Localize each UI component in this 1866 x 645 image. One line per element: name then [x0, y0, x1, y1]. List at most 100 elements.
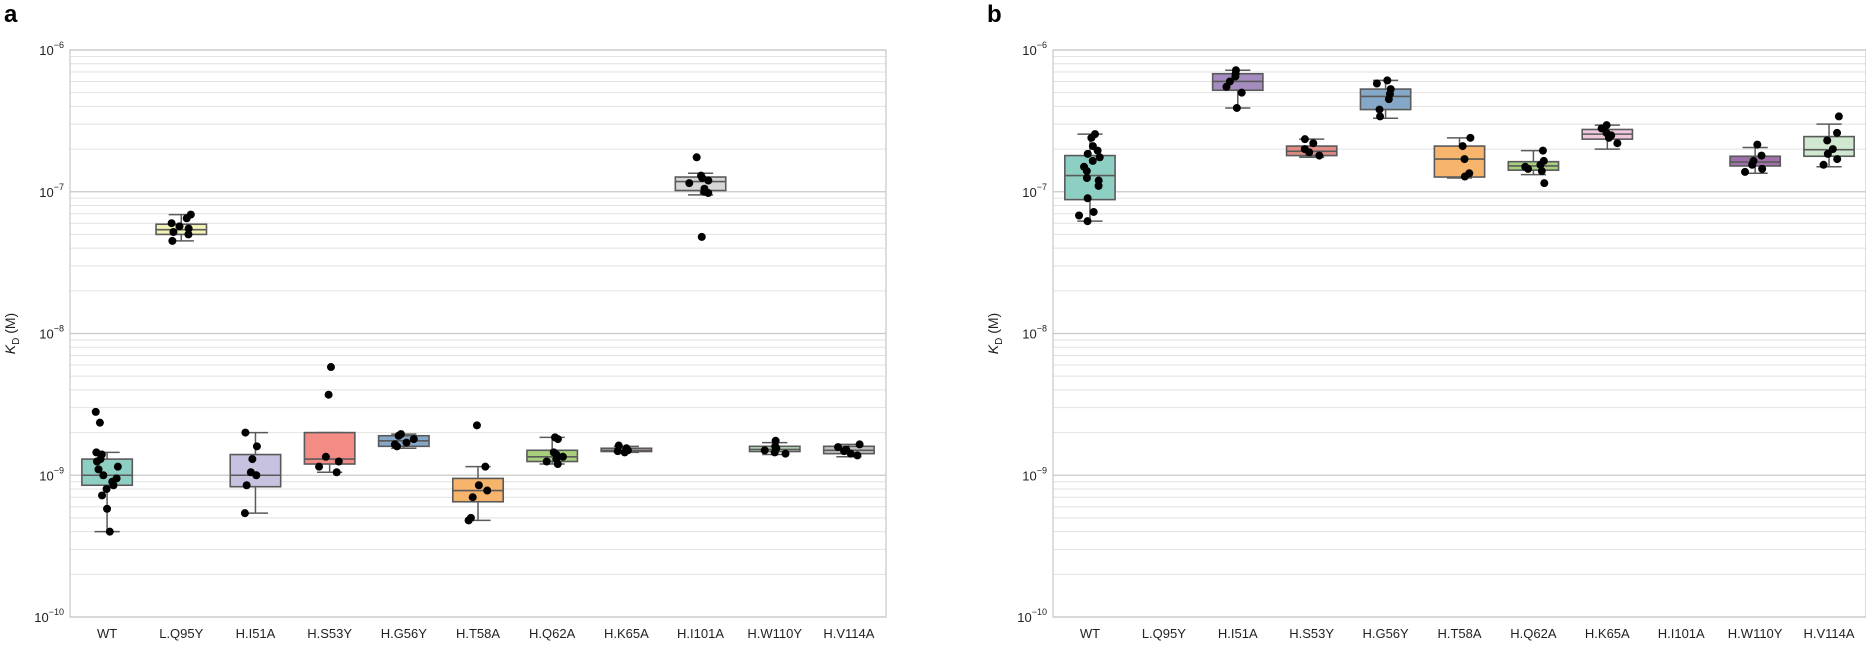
data-point [332, 468, 341, 477]
data-point [542, 457, 551, 466]
data-point [1540, 179, 1549, 188]
box-H.Q62A [1507, 146, 1560, 188]
data-point [248, 455, 257, 464]
plot-frame [1052, 49, 1866, 618]
data-point [472, 421, 481, 430]
box-H.S53Y [303, 363, 356, 477]
data-point [468, 493, 477, 502]
x-tick-label: H.S53Y [1289, 626, 1334, 641]
box-H.I101A [674, 153, 727, 241]
data-point [1222, 82, 1231, 91]
data-point [1460, 155, 1469, 164]
box-H.S53Y [1285, 135, 1338, 160]
data-point [113, 462, 122, 471]
data-point [1083, 217, 1092, 226]
data-point [1309, 139, 1318, 148]
data-point [1094, 181, 1103, 190]
data-point [853, 451, 862, 460]
y-tick-label: 10−6 [39, 40, 64, 58]
data-point [182, 214, 191, 223]
data-point [242, 481, 251, 490]
data-point [315, 462, 324, 471]
data-point [99, 471, 108, 480]
y-tick-label: 10−9 [1022, 465, 1047, 483]
data-point [1458, 142, 1467, 151]
data-point [1075, 211, 1084, 220]
box-H.I51A [229, 428, 282, 518]
y-tick-label: 10−8 [39, 324, 64, 342]
box-H.G56Y [377, 430, 430, 451]
x-tick-label: H.I101A [677, 626, 724, 641]
data-point [1748, 160, 1757, 169]
data-point [167, 219, 176, 228]
x-tick-label: H.Q62A [529, 626, 576, 641]
box-WT [81, 407, 134, 536]
box-H.V114A [822, 440, 875, 460]
data-point [1232, 103, 1241, 112]
data-point [109, 481, 118, 490]
x-tick-label: H.K65A [1585, 626, 1630, 641]
data-point [394, 431, 403, 440]
data-point [1305, 148, 1314, 157]
data-point [1082, 167, 1091, 176]
data-point [481, 462, 490, 471]
data-point [1466, 133, 1475, 142]
box-body [81, 458, 134, 487]
x-tick-label: WT [97, 626, 117, 641]
data-point [168, 236, 177, 245]
y-tick-label: 10−7 [1022, 182, 1047, 200]
data-point [1538, 146, 1547, 155]
y-tick-label: 10−9 [39, 465, 64, 483]
data-point [1372, 79, 1381, 88]
data-point [1083, 149, 1092, 158]
data-point [704, 188, 713, 197]
y-tick-label: 10−10 [1017, 607, 1047, 625]
data-point [1834, 112, 1843, 121]
data-point [102, 484, 111, 493]
data-point [558, 452, 567, 461]
data-point [1536, 160, 1545, 169]
data-point [840, 447, 849, 456]
data-point [464, 516, 473, 525]
data-point [1088, 156, 1097, 165]
data-point [1315, 151, 1324, 160]
box-H.G56Y [1359, 76, 1412, 121]
data-point [1613, 139, 1622, 148]
data-point [1828, 145, 1837, 154]
data-point [321, 452, 330, 461]
data-point [781, 449, 790, 458]
y-axis-label: KD (M) [985, 313, 1005, 354]
x-tick-label: H.V114A [1804, 626, 1855, 641]
x-tick-label: H.T58A [1437, 626, 1481, 641]
panel-b: b 10−10 10−9 10−8 10−7 10−6 KD (M) WT L.Q95Y H.I… [985, 1, 1866, 641]
data-point [1231, 72, 1240, 81]
data-point [184, 224, 193, 233]
data-point [98, 491, 107, 500]
box-WT [1064, 130, 1116, 226]
data-point [483, 486, 492, 495]
panel-a: a 10−10 10−9 10−8 10−7 10−6 KD (M) WT L.Q95Y H.I… [2, 1, 887, 641]
data-point [855, 440, 864, 449]
x-tick-label: H.Q62A [1510, 626, 1557, 641]
data-point [334, 457, 343, 466]
data-point [1089, 207, 1098, 216]
box-H.K65A [600, 441, 653, 457]
data-point [1537, 167, 1546, 176]
data-point [704, 176, 713, 185]
y-tick-label: 10−7 [39, 182, 64, 200]
data-point [697, 232, 706, 241]
data-point [184, 230, 193, 239]
data-point [1524, 164, 1533, 173]
data-point [1819, 160, 1828, 169]
x-tick-label: H.V114A [823, 626, 874, 641]
y-tick-label: 10−8 [1022, 324, 1047, 342]
data-point [252, 471, 261, 480]
x-tick-label: L.Q95Y [159, 626, 203, 641]
data-point [95, 418, 104, 427]
x-tick-label: H.G56Y [381, 626, 428, 641]
x-tick-label: L.Q95Y [1142, 626, 1186, 641]
data-point [1757, 151, 1766, 160]
x-tick-label: H.T58A [456, 626, 500, 641]
data-point [409, 435, 418, 444]
data-point [105, 527, 114, 536]
